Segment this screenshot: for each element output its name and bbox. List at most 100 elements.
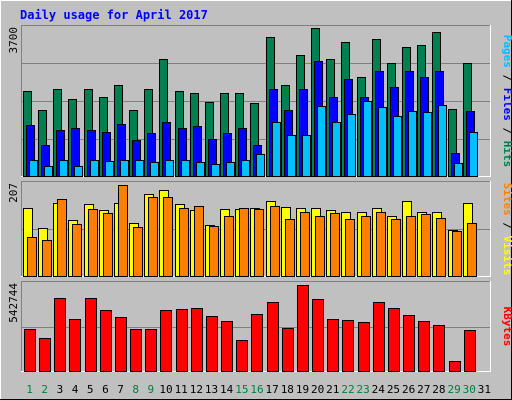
x-axis-labels: 1 2 3 4 5 6 7 8 9 10 11 12 13 14 15 16 17 18 19 20 21 22 23 24 2… [26, 383, 491, 396]
legend-entry: Pages [501, 35, 512, 68]
bar-sites [270, 206, 280, 277]
bar-kbytes [145, 329, 157, 372]
bar-pages [105, 161, 114, 177]
x-tick-label: 10 [159, 383, 172, 396]
legend-entry: Visits [501, 236, 512, 276]
x-tick-label: 30 [463, 383, 476, 396]
bar-pages [44, 166, 53, 177]
bar-sites [285, 219, 295, 277]
bar-kbytes [251, 314, 263, 372]
bar-sites [345, 219, 355, 277]
x-tick-label: 12 [190, 383, 203, 396]
bar-kbytes [327, 319, 339, 372]
bar-kbytes [236, 340, 248, 372]
x-tick-label: 5 [87, 383, 94, 396]
bar-sites [194, 206, 204, 277]
bar-sites [391, 219, 401, 277]
bar-sites [179, 208, 189, 277]
legend-separator: / [501, 68, 512, 88]
bar-kbytes [403, 315, 415, 372]
legend-separator: / [501, 121, 512, 141]
panel-hits-files-pages: 3700 Pages / Files / Hits [7, 25, 512, 177]
bar-kbytes [221, 321, 233, 372]
x-tick-label: 3 [57, 383, 64, 396]
bar-sites [254, 209, 264, 277]
series-legend: Sites / Visits [501, 183, 512, 276]
bar-pages [150, 162, 159, 177]
bar-pages [302, 135, 311, 177]
bar-kbytes [24, 329, 36, 372]
y-axis-max-label: 542744 [7, 283, 20, 323]
series-legend: Pages / Files / Hits [501, 35, 512, 168]
bar-kbytes [100, 310, 112, 372]
bar-kbytes [206, 316, 218, 372]
bar-kbytes [191, 308, 203, 372]
x-tick-label: 18 [281, 383, 294, 396]
legend-entry: Hits [501, 141, 512, 168]
bar-pages [181, 160, 190, 177]
bar-kbytes [373, 302, 385, 372]
x-tick-label: 14 [220, 383, 234, 396]
bar-kbytes [449, 361, 461, 372]
bar-pages [165, 160, 174, 177]
bar-kbytes [342, 320, 354, 372]
x-tick-label: 9 [148, 383, 155, 396]
bar-kbytes [69, 319, 81, 372]
bar-pages [241, 160, 250, 177]
bar-kbytes [54, 298, 66, 372]
x-tick-label: 26 [402, 383, 415, 396]
legend-entry: Sites [501, 183, 512, 216]
x-tick-label: 21 [326, 383, 339, 396]
bar-sites [300, 212, 310, 277]
bar-sites [376, 212, 386, 277]
bar-kbytes [160, 310, 172, 372]
bar-pages [120, 160, 129, 177]
bar-pages [74, 166, 83, 177]
x-tick-label: 27 [417, 383, 430, 396]
bar-kbytes [130, 329, 142, 372]
bar-sites [421, 214, 431, 277]
bar-pages [287, 135, 296, 177]
x-tick-label: 17 [266, 383, 279, 396]
x-tick-label: 16 [250, 383, 263, 396]
bar-pages [363, 101, 372, 177]
bar-pages [135, 160, 144, 177]
bar-sites [42, 240, 52, 277]
bar-sites [436, 218, 446, 277]
x-tick-label: 20 [311, 383, 324, 396]
y-axis-max-label: 3700 [7, 27, 20, 54]
bar-kbytes [115, 317, 127, 372]
x-tick-label: 28 [432, 383, 445, 396]
panel-kbytes: 542744 KBytes [7, 281, 512, 372]
legend-entry: KBytes [501, 307, 512, 347]
x-tick-label: 1 [26, 383, 33, 396]
bar-kbytes [176, 309, 188, 372]
x-tick-label: 24 [372, 383, 386, 396]
bar-sites [361, 216, 371, 277]
bar-kbytes [85, 298, 97, 372]
bar-kbytes [418, 321, 430, 372]
bar-pages [438, 105, 447, 177]
bar-pages [211, 164, 220, 177]
bar-kbytes [39, 338, 51, 372]
bar-kbytes [388, 308, 400, 372]
x-tick-label: 4 [72, 383, 79, 396]
x-tick-label: 25 [387, 383, 400, 396]
bar-pages [408, 111, 417, 177]
legend-separator: / [501, 216, 512, 236]
x-tick-label: 7 [117, 383, 124, 396]
bar-kbytes [312, 299, 324, 372]
series-legend: KBytes [501, 307, 512, 347]
bar-kbytes [267, 302, 279, 372]
bar-kbytes [464, 330, 476, 372]
bar-sites [57, 199, 67, 277]
bar-sites [72, 224, 82, 277]
y-axis-max-label: 207 [7, 183, 20, 203]
bar-pages [29, 160, 38, 177]
chart-title: Daily usage for April 2017 [20, 8, 208, 22]
bar-sites [103, 213, 113, 277]
bar-sites [88, 209, 98, 277]
bar-pages [332, 122, 341, 177]
bar-sites [27, 237, 37, 277]
bar-pages [423, 112, 432, 177]
